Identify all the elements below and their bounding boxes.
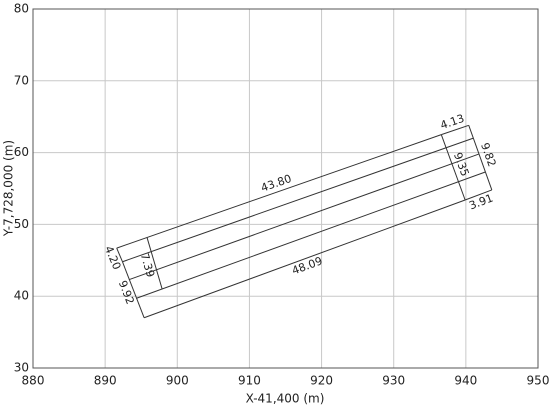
edge <box>116 134 442 249</box>
x-tick-label: 890 <box>94 374 117 388</box>
edge <box>135 171 486 299</box>
edge-label: 3.91 <box>467 192 495 213</box>
y-tick-label: 70 <box>14 73 29 87</box>
edge <box>116 247 123 262</box>
edge <box>468 125 493 191</box>
edge-label: 9.92 <box>116 279 137 307</box>
edge <box>146 237 163 290</box>
y-tick-label: 40 <box>14 289 29 303</box>
edge-label: 4.13 <box>439 112 466 132</box>
edge <box>441 124 469 136</box>
edge-label: 9.82 <box>478 141 498 168</box>
x-tick-label: 880 <box>22 374 45 388</box>
edge <box>464 189 493 201</box>
y-tick-label: 30 <box>14 361 29 375</box>
x-tick-label: 900 <box>166 374 189 388</box>
x-tick-label: 910 <box>238 374 261 388</box>
edge <box>128 153 480 281</box>
x-tick-label: 940 <box>454 374 477 388</box>
edge-label: 43.80 <box>259 172 293 195</box>
edge <box>121 261 145 318</box>
edge <box>122 137 474 263</box>
y-tick-label: 60 <box>14 145 29 159</box>
y-tick-label: 80 <box>14 2 29 16</box>
x-tick-label: 920 <box>310 374 333 388</box>
plot-frame <box>32 8 539 369</box>
x-tick-label: 930 <box>382 374 405 388</box>
x-axis-label: X-41,400 (m) <box>246 392 325 406</box>
x-tick-label: 950 <box>527 374 550 388</box>
edge <box>440 134 466 201</box>
edge <box>143 199 466 319</box>
y-tick-label: 50 <box>14 217 29 231</box>
edge-label: 9.35 <box>451 151 472 178</box>
y-axis-label: Y-7,728,000 (m) <box>2 140 16 237</box>
